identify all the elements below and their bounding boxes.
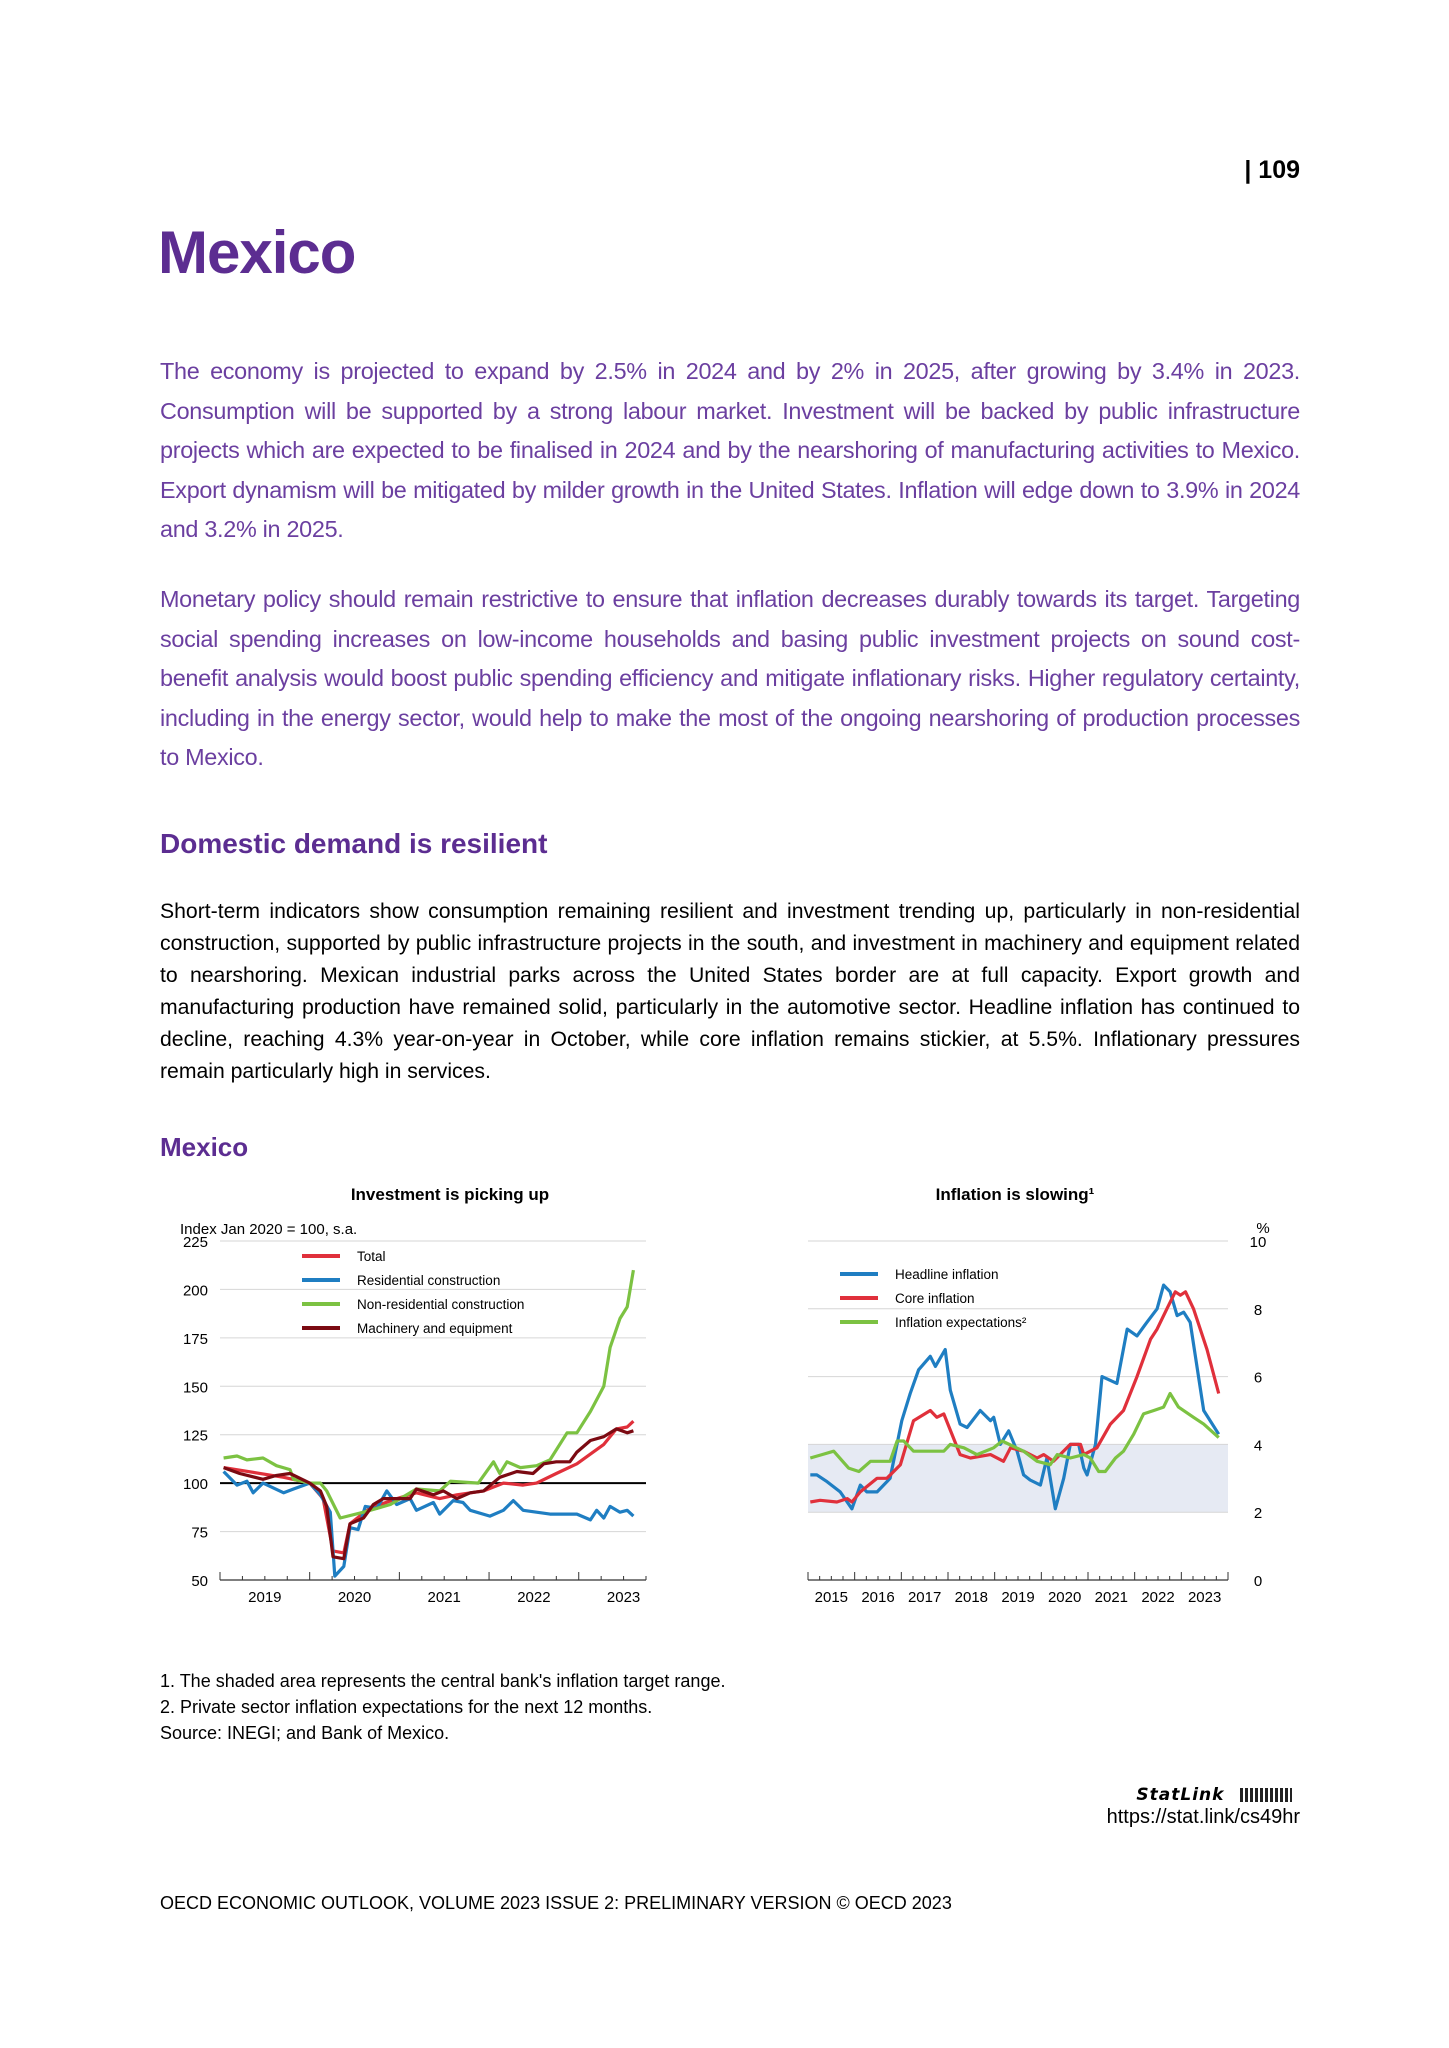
page-title: Mexico [158,219,356,286]
y-tick-label: 0 [1254,1573,1262,1590]
chart-title: Investment is picking up [351,1185,549,1204]
series-line-inflation-expectations- [809,1391,1220,1474]
x-tick-label: 2023 [607,1589,640,1606]
footnote-1: 1. The shaded area represents the centra… [160,1671,726,1691]
section-heading: Domestic demand is resilient [160,828,548,859]
legend-label: Inflation expectations² [895,1315,1027,1330]
footnote-2: 2. Private sector inflation expectations… [160,1697,653,1717]
lead-paragraph-1: The economy is projected to expand by 2.… [160,358,1300,543]
legend-label: Residential construction [357,1273,500,1288]
legend-label: Non-residential construction [357,1297,524,1312]
y-tick-label: 225 [183,1234,208,1251]
y-tick-label: 8 [1254,1302,1262,1319]
y-tick-label: 50 [191,1573,208,1590]
x-tick-label: 2022 [1141,1589,1174,1606]
chart-title: Inflation is slowing¹ [936,1185,1095,1204]
y-tick-label: 6 [1254,1370,1262,1387]
body-paragraph: Short-term indicators show consumption r… [160,900,1300,1083]
lead-paragraph-2: Monetary policy should remain restrictiv… [160,586,1300,771]
series-line-non-residential-construction [223,1269,635,1520]
x-tick-label: 2015 [815,1589,848,1606]
series-line-total [223,1420,635,1555]
statlink-msl-icon [1240,1787,1292,1802]
y-tick-label: 10 [1250,1234,1267,1251]
y-tick-label: 175 [183,1331,208,1348]
x-tick-label: 2019 [1001,1589,1034,1606]
legend-label: Core inflation [895,1291,975,1306]
x-tick-label: 2021 [428,1589,461,1606]
y-tick-label: 150 [183,1379,208,1396]
legend-label: Headline inflation [895,1267,999,1282]
page-number: | 109 [1244,156,1300,184]
y-tick-label: 75 [191,1525,208,1542]
y-axis-label: % [1256,1220,1269,1237]
y-tick-label: 4 [1254,1437,1262,1454]
x-tick-label: 2016 [861,1589,894,1606]
y-tick-label: 125 [183,1428,208,1445]
source-note: Source: INEGI; and Bank of Mexico. [160,1723,450,1743]
x-tick-label: 2017 [908,1589,941,1606]
series-line-machinery-and-equipment [223,1427,634,1561]
y-tick-label: 200 [183,1282,208,1299]
x-tick-label: 2020 [338,1589,371,1606]
statlink-logo: StatLink [1136,1785,1225,1805]
footnotes: 1. The shaded area represents the centra… [160,1668,725,1746]
x-tick-label: 2022 [517,1589,550,1606]
x-tick-label: 2023 [1188,1589,1221,1606]
page-footer: OECD ECONOMIC OUTLOOK, VOLUME 2023 ISSUE… [160,1893,952,1913]
y-tick-label: 2 [1254,1505,1262,1522]
statlink: StatLink https://stat.link/cs49hr [940,1783,1300,1829]
figure-label: Mexico [160,1132,249,1162]
y-axis-label: Index Jan 2020 = 100, s.a. [180,1221,357,1238]
series-line-residential-construction [222,1470,635,1578]
y-tick-label: 100 [183,1476,208,1493]
x-tick-label: 2020 [1048,1589,1081,1606]
series-line-headline-inflation [810,1283,1221,1511]
x-tick-label: 2019 [248,1589,281,1606]
x-tick-label: 2018 [955,1589,988,1606]
legend-label: Total [357,1249,386,1264]
statlink-url[interactable]: https://stat.link/cs49hr [1106,1806,1300,1828]
x-tick-label: 2021 [1095,1589,1128,1606]
legend-label: Machinery and equipment [357,1321,513,1336]
